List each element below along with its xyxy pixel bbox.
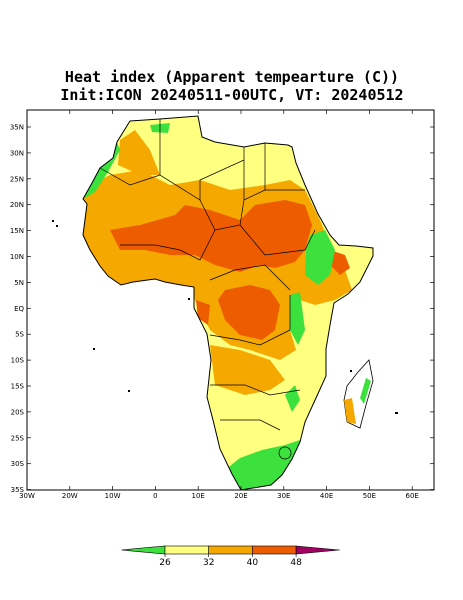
lon-label: 60E — [406, 492, 419, 500]
madagascar-green — [360, 378, 371, 404]
colorbar-label: 48 — [290, 558, 302, 568]
colorbar-box — [208, 545, 253, 555]
country-border — [199, 199, 245, 231]
field-green — [305, 230, 335, 285]
country-border — [120, 229, 216, 261]
map: 35N 30N 25N 20N 15N 10N 5N EQ 5S 10S 15S 20S 25S 30S 3… — [10, 109, 435, 500]
lat-label: 5N — [14, 279, 24, 287]
island — [128, 390, 130, 392]
lat-label: 10N — [10, 253, 24, 261]
lon-label: 50E — [363, 492, 376, 500]
island — [56, 225, 58, 227]
colorbar: 26 32 40 48 — [121, 545, 340, 568]
island — [52, 220, 54, 222]
lon-label: 30E — [277, 492, 290, 500]
country-border — [220, 419, 281, 431]
field-green — [83, 142, 120, 199]
map-subtitle: Init:ICON 20240511-00UTC, VT: 20240512 — [60, 86, 403, 104]
colorbar-label: 26 — [159, 558, 171, 568]
lat-label: 5S — [15, 331, 24, 339]
colorbar-label: 40 — [247, 558, 259, 568]
map-title: Heat index (Apparent tempearture (C)) — [65, 68, 399, 86]
lat-label: EQ — [14, 305, 24, 313]
field-orange — [210, 345, 285, 395]
lat-label: 35S — [11, 486, 25, 494]
lat-label: 30N — [10, 149, 24, 157]
lesotho-border — [278, 446, 292, 460]
island — [188, 298, 190, 300]
field-orange — [118, 130, 160, 175]
colorbar-box — [164, 545, 210, 555]
lat-label: 10S — [11, 357, 25, 365]
colorbar-label: 32 — [203, 558, 214, 568]
madagascar-orange — [344, 398, 356, 424]
lat-label: 15S — [11, 383, 25, 391]
map-frame — [26, 109, 435, 491]
country-border — [159, 119, 245, 201]
lat-label: 25N — [10, 175, 24, 183]
lon-label: 10E — [192, 492, 205, 500]
country-border — [209, 295, 291, 346]
lat-label: 25S — [11, 434, 25, 442]
lat-label: 35N — [10, 124, 24, 132]
lat-label: 20N — [10, 201, 24, 209]
lat-label: 20S — [11, 408, 25, 416]
lon-label: 20W — [62, 492, 78, 500]
country-border — [243, 143, 266, 201]
lat-label: 15N — [10, 227, 24, 235]
country-border — [210, 384, 301, 396]
field-red — [110, 200, 312, 272]
country-border — [239, 224, 316, 256]
island — [395, 412, 398, 414]
colorbar-over — [295, 545, 340, 555]
country-border — [209, 264, 291, 291]
field-red — [330, 250, 350, 275]
lon-label: 30W — [19, 492, 35, 500]
country-border — [99, 167, 161, 186]
field-red — [218, 285, 280, 340]
coastline — [82, 115, 374, 491]
lon-label: 20E — [234, 492, 247, 500]
island — [350, 370, 352, 372]
colorbar-under — [121, 545, 166, 555]
island — [93, 348, 95, 350]
colorbar-box — [252, 545, 297, 555]
lat-label: 30S — [11, 460, 25, 468]
axis-ticks: 35N 30N 25N 20N 15N 10N 5N EQ 5S 10S 15S 20S 25S 30S 3… — [10, 110, 434, 500]
lon-label: 0 — [153, 492, 157, 500]
lon-label: 40E — [320, 492, 333, 500]
lon-label: 10W — [105, 492, 121, 500]
field-green — [290, 292, 305, 345]
